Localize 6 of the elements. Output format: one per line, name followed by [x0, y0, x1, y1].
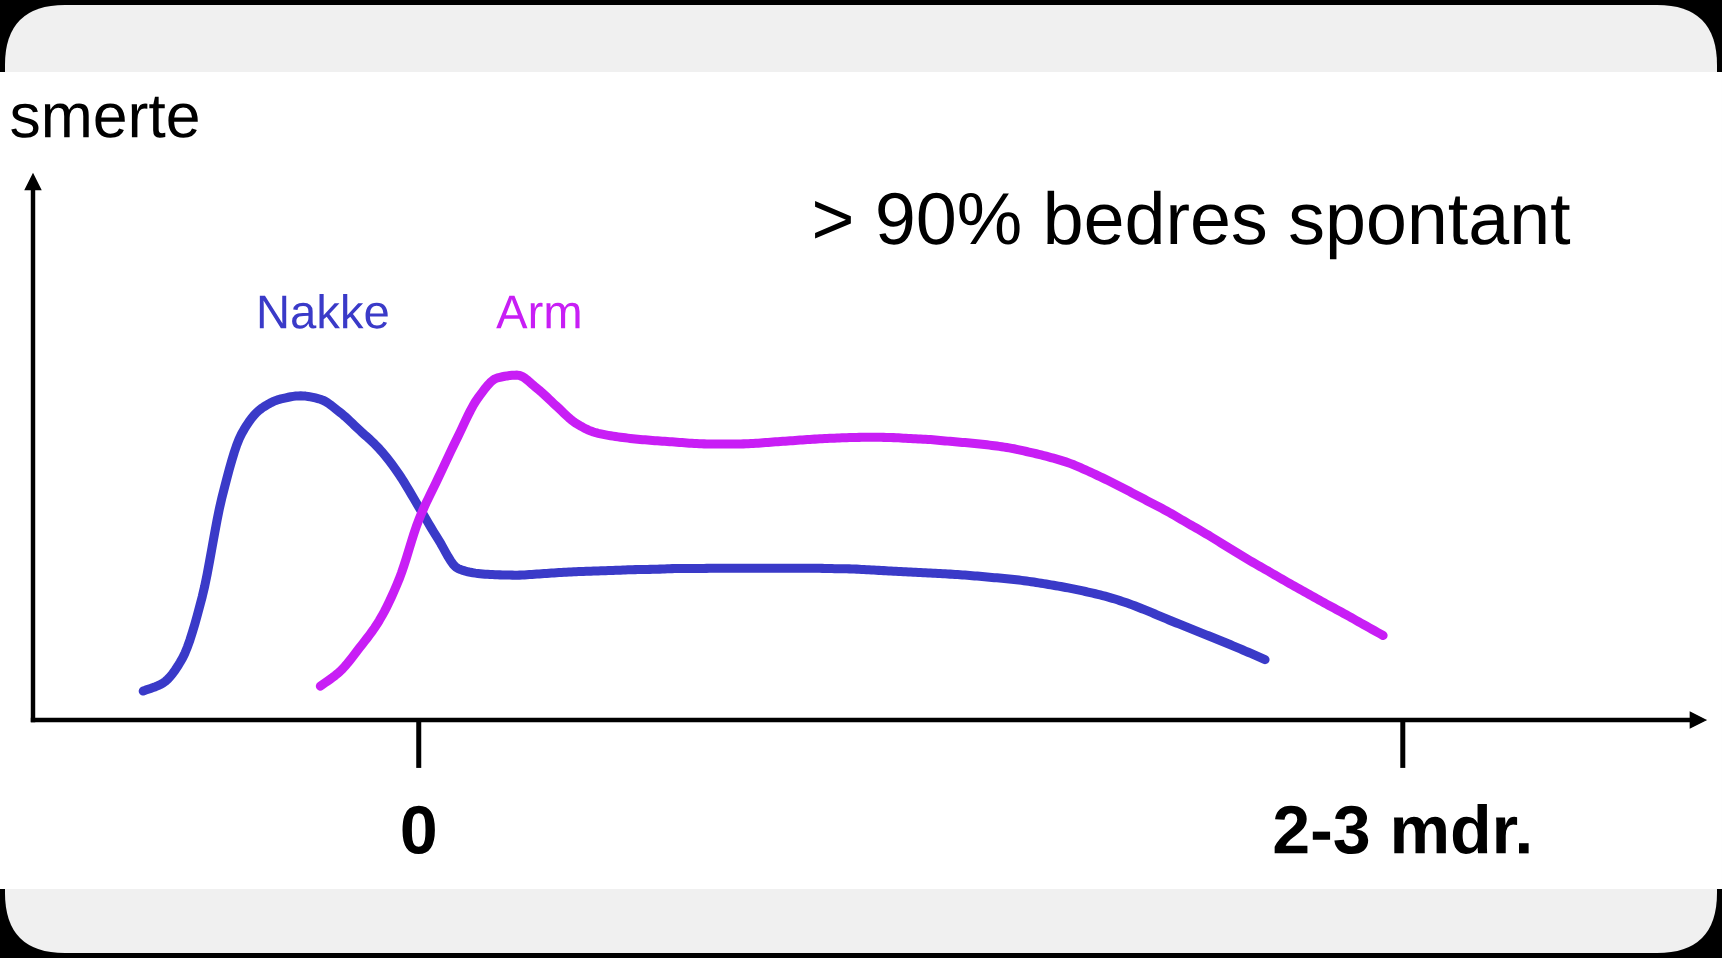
x-tick-label: 2-3 mdr.	[1274, 804, 1529, 855]
series-label: Arm	[496, 295, 580, 329]
x-tick-label: 0	[402, 805, 435, 855]
text: > 90% bedres spontant	[815, 190, 1571, 260]
y-axis-title: smerte	[11, 96, 198, 138]
series-label: Nakke	[259, 293, 388, 329]
